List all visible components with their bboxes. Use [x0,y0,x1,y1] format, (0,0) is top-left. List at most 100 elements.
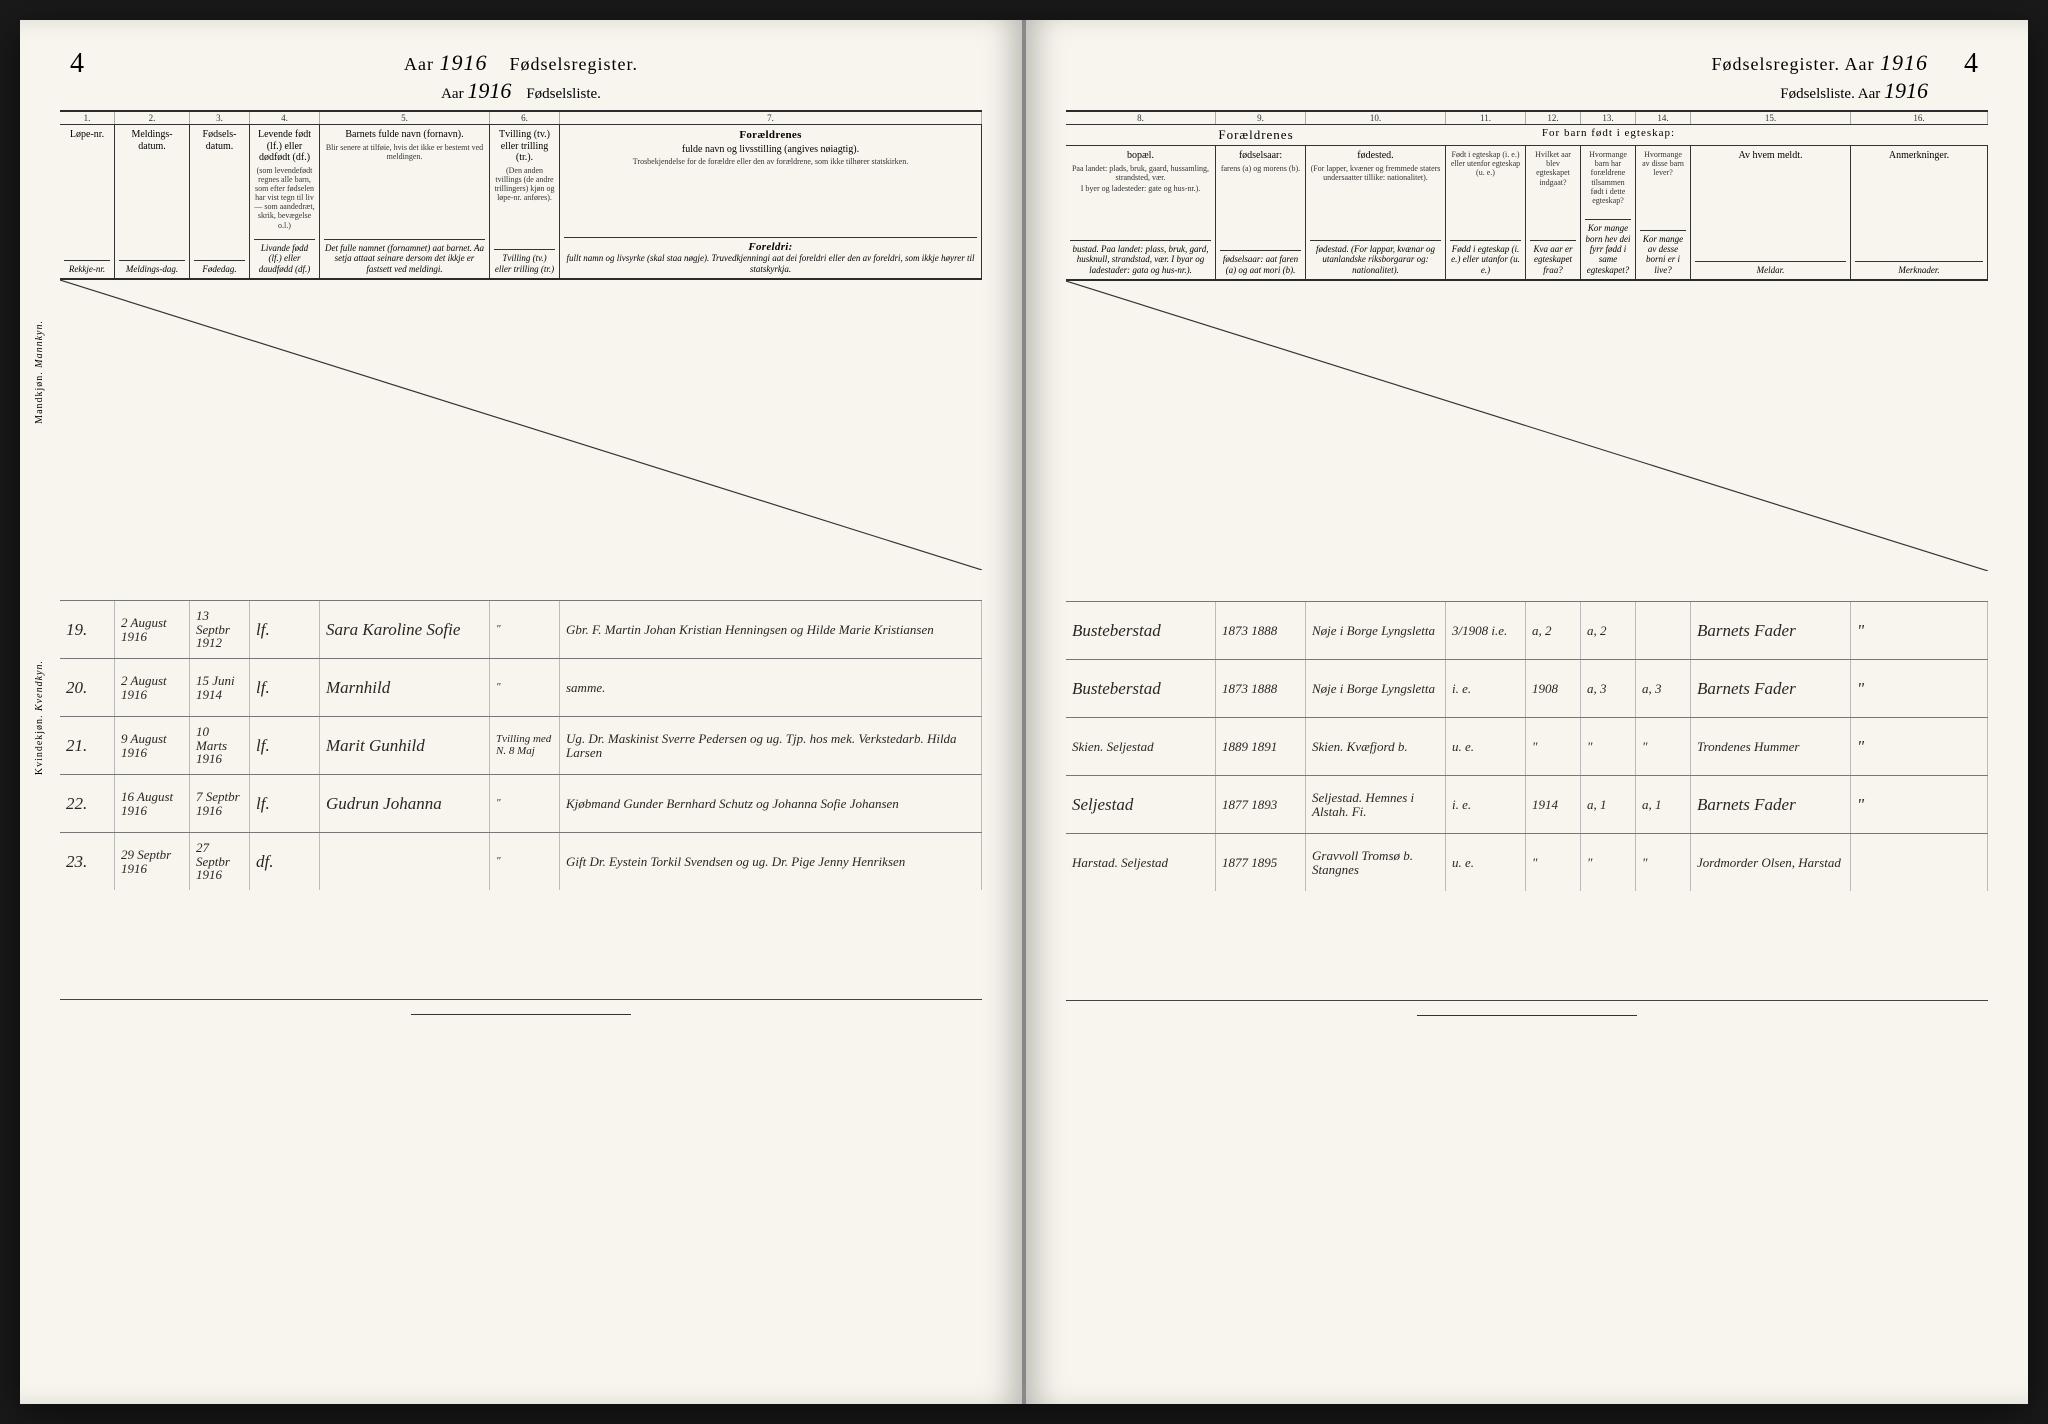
head-hvormange-lever: Hvormange av disse barn lever? [1640,150,1686,178]
cell-tv: Tvilling med N. 8 Maj [490,717,560,774]
cell-navn [320,833,490,890]
head-foreldri: Foreldri: [748,241,792,253]
colnum: 16. [1851,112,1988,124]
table-row: 20. 2 August 1916 15 Juni 1914 lf. Marnh… [60,658,982,716]
cell-lf: lf. [250,717,320,774]
colnum: 15. [1691,112,1851,124]
cell-anm: " [1851,660,1988,717]
cell-c14: " [1636,834,1691,891]
colnum: 13. [1581,112,1636,124]
head-fodested: fødested. [1310,150,1441,162]
table-row: 19. 2 August 1916 13 Septbr 1912 lf. Sar… [60,600,982,658]
head-meldar: Meldar. [1695,261,1846,275]
cell-aar: 1877 1893 [1216,776,1306,833]
cell-ie: u. e. [1446,834,1526,891]
table-row: Busteberstad 1873 1888 Nøje i Borge Lyng… [1066,601,1988,659]
side-label-mandkjon: Mandkjøn. Mannkyn. [34,320,45,424]
subtitle-liste: Fødselsliste. [526,86,601,102]
span-barnfodt: For barn født i egteskap: [1526,125,1691,146]
cell-meld: 29 Septbr 1916 [115,833,190,890]
head-anmerkninger: Anmerkninger. [1855,150,1983,162]
colnum: 11. [1446,112,1526,124]
colnum: 12. [1526,112,1581,124]
diagonal-rule-icon [1066,281,1988,571]
cell-c14: a, 1 [1636,776,1691,833]
cell-bopael: Seljestad [1066,776,1216,833]
table-row: Skien. Seljestad 1889 1891 Skien. Kvæfjo… [1066,717,1988,775]
cell-navn: Marnhild [320,659,490,716]
cell-c14 [1636,602,1691,659]
head-fodselsaar-b: farens (a) og morens (b). [1220,164,1301,173]
cell-foreldre: Kjøbmand Gunder Bernhard Schutz og Johan… [560,775,982,832]
cell-meld: 9 August 1916 [115,717,190,774]
subtitle-liste-right: Fødselsliste. Aar [1780,86,1880,102]
table-row: 22. 16 August 1916 7 Septbr 1916 lf. Gud… [60,774,982,832]
head-foreldri-text: fullt namn og livsyrke (skal staa nøgje)… [567,253,975,273]
span-foraeldrenes: Forældrenes [1066,125,1446,146]
cell-foreldre: Ug. Dr. Maskinist Sverre Pedersen og ug.… [560,717,982,774]
cell-lf: lf. [250,775,320,832]
cell-ie: u. e. [1446,718,1526,775]
colnum: 9. [1216,112,1306,124]
cell-fodested: Gravvoll Tromsø b. Stangnes [1306,834,1446,891]
head-foraeldrenes-b: Trosbekjendelse for de forældre eller de… [564,157,977,166]
head-bopael: bopæl. [1070,150,1211,162]
cell-fod: 10 Marts 1916 [190,717,250,774]
head-rekkjenr: Rekkje-nr. [64,260,110,274]
cell-lf: lf. [250,659,320,716]
cell-ie: 3/1908 i.e. [1446,602,1526,659]
cell-lf: df. [250,833,320,890]
cell-fod: 13 Septbr 1912 [190,601,250,658]
head-hvormange-barn: Hvormange barn har forældrene tilsammen … [1585,150,1631,205]
table-row: Harstad. Seljestad 1877 1895 Gravvoll Tr… [1066,833,1988,891]
head-merknader: Merknader. [1855,261,1983,275]
head-meldt: Av hvem meldt. [1695,150,1846,162]
cell-navn: Gudrun Johanna [320,775,490,832]
cell-nr: 20. [60,659,115,716]
span-blank [1691,125,1988,146]
cell-tv: " [490,601,560,658]
cell-aar: 1873 1888 [1216,660,1306,717]
subtitle-year: 1916 [467,78,511,103]
head-fodselsaar: fødselsaar: [1220,150,1301,162]
diagonal-rule-icon [60,280,982,570]
span-heads: Forældrenes For barn født i egteskap: [1066,125,1988,146]
head-lopenr: Løpe-nr. [64,129,110,141]
cell-tv: " [490,775,560,832]
cell-anm: " [1851,718,1988,775]
cell-fod: 27 Septbr 1916 [190,833,250,890]
cell-fod: 7 Septbr 1916 [190,775,250,832]
cell-tv: " [490,659,560,716]
colnum: 8. [1066,112,1216,124]
colnum: 3. [190,112,250,124]
title-aar: Aar [404,54,434,74]
cell-lf: lf. [250,601,320,658]
cell-bopael: Skien. Seljestad [1066,718,1216,775]
page-number-right: 4 [1964,48,1978,80]
cell-anm: " [1851,602,1988,659]
head-barnets-navn-sub: Det fulle namnet (fornamnet) aat barnet.… [324,239,485,274]
title-year: 1916 [439,50,487,75]
cell-foreldre: samme. [560,659,982,716]
cell-fodested: Seljestad. Hemnes i Alstah. Fi. [1306,776,1446,833]
head-hvormange-lever-sub: Kor mange av desse borni er i live? [1640,230,1686,275]
column-numbers-left: 1. 2. 3. 4. 5. 6. 7. [60,112,982,125]
head-hvilket-aar: Hvilket aar blev egteskapet indgaat? [1530,150,1576,187]
head-foraeldrenes-a: fulde navn og livsstilling (angives nøia… [564,144,977,156]
head-fodselsaar-sub: fødselsaar: aat faren (a) og aat mori (b… [1220,250,1301,275]
title-year-right: 1916 [1880,50,1928,75]
title-block-right: Fødselsregister. Aar 1916 Fødselsliste. … [1126,50,1928,104]
head-fodested-b: (For lapper, kvæner og fremmede staters … [1310,164,1441,182]
colnum: 14. [1636,112,1691,124]
head-bustad: bustad. Paa landet: plass, bruk, gard, h… [1070,240,1211,275]
span-blank [1446,125,1526,146]
cell-meld: 16 August 1916 [115,775,190,832]
records-right: Busteberstad 1873 1888 Nøje i Borge Lyng… [1066,281,1988,1001]
cell-tv: " [490,833,560,890]
cell-navn: Marit Gunhild [320,717,490,774]
cell-fodested: Skien. Kvæfjord b. [1306,718,1446,775]
records-left: 19. 2 August 1916 13 Septbr 1912 lf. Sar… [60,280,982,1000]
colnum: 1. [60,112,115,124]
title-register-right: Fødselsregister. Aar [1712,54,1875,74]
cell-aar: 1877 1895 [1216,834,1306,891]
